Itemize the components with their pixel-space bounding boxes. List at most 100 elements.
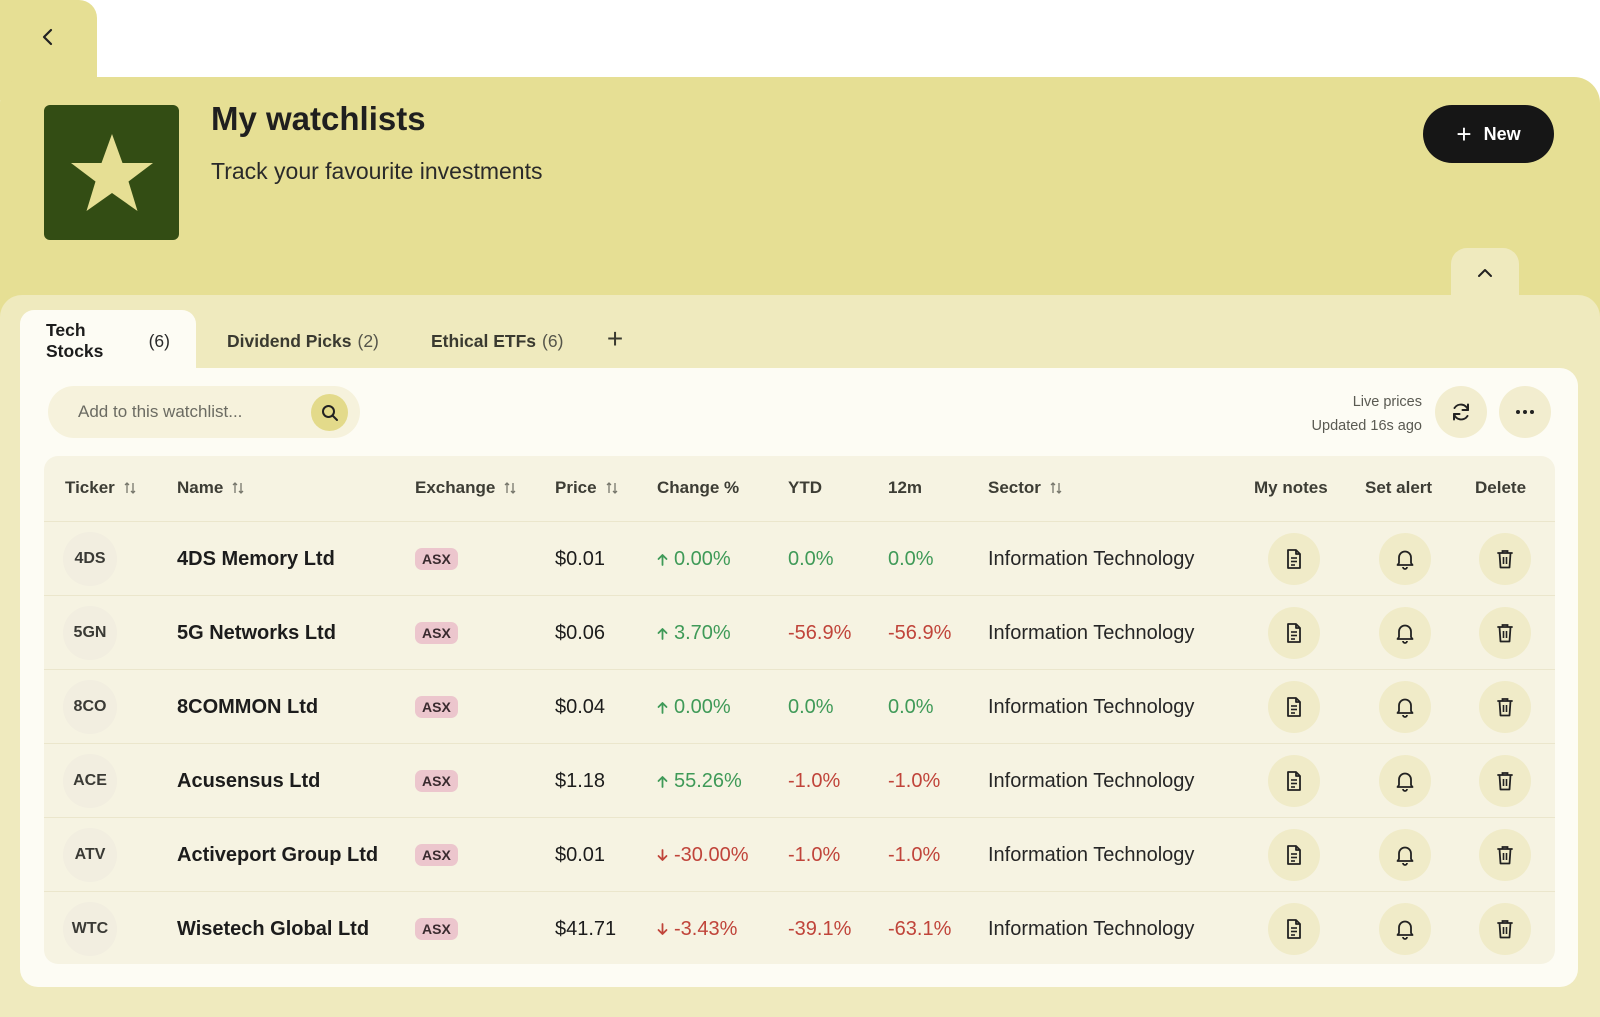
watchlist-search — [48, 386, 360, 438]
ticker-cell: 5GN — [63, 596, 117, 670]
add-watchlist-tab-button[interactable]: + — [606, 323, 624, 354]
exchange-badge: ASX — [415, 918, 458, 940]
sector-cell: Information Technology — [988, 621, 1195, 644]
column-header-sector[interactable]: Sector — [988, 478, 1062, 498]
column-header-price[interactable]: Price — [555, 478, 618, 498]
page-title: My watchlists — [211, 100, 426, 137]
tab-dividend-picks[interactable]: Dividend Picks (2) — [227, 310, 379, 372]
column-header-name[interactable]: Name — [177, 478, 244, 498]
12m-cell: 0.0% — [888, 547, 934, 570]
ticker-badge: 8CO — [63, 680, 117, 734]
tab-label: Ethical ETFs — [431, 330, 537, 351]
delete-button[interactable] — [1479, 533, 1531, 585]
delete-button[interactable] — [1479, 903, 1531, 955]
exchange-cell: ASX — [415, 744, 458, 818]
change-value: 55.26% — [674, 769, 742, 792]
notes-cell — [1268, 596, 1320, 670]
exchange-cell: ASX — [415, 670, 458, 744]
column-label: Sector — [988, 478, 1041, 497]
tab-ethical-etfs[interactable]: Ethical ETFs (6) — [431, 310, 563, 372]
refresh-icon — [1453, 403, 1469, 421]
notes-button[interactable] — [1268, 755, 1320, 807]
set-alert-button[interactable] — [1379, 829, 1431, 881]
tab-count: (6) — [542, 330, 564, 351]
stock-name[interactable]: Wisetech Global Ltd — [177, 917, 370, 940]
more-options-button[interactable] — [1499, 386, 1551, 438]
bell-icon — [1396, 772, 1414, 792]
sector-cell: Information Technology — [988, 547, 1195, 570]
column-label: Price — [555, 478, 597, 497]
column-header-ticker[interactable]: Ticker — [65, 478, 136, 498]
tab-tech-stocks[interactable]: Tech Stocks (6) — [20, 310, 196, 372]
column-header-delete: Delete — [1475, 478, 1526, 498]
notes-button[interactable] — [1268, 533, 1320, 585]
table-row[interactable]: 8CO 8COMMON Ltd ASX $0.04 0.00% 0.0% 0.0% Infor… — [44, 670, 1555, 744]
change-value: 3.70% — [674, 621, 731, 644]
sort-icon — [504, 482, 516, 494]
arrow-up-icon — [657, 775, 668, 788]
table-row[interactable]: ATV Activeport Group Ltd ASX $0.01 -30.00% -1… — [44, 818, 1555, 892]
live-prices-label: Live prices — [1352, 394, 1422, 410]
column-header-alert: Set alert — [1365, 478, 1432, 498]
back-button[interactable] — [30, 22, 66, 52]
table-row[interactable]: ACE Acusensus Ltd ASX $1.18 55.26% -1.0% -1.0%… — [44, 744, 1555, 818]
alert-cell — [1379, 670, 1431, 744]
notes-button[interactable] — [1268, 903, 1320, 955]
arrow-up-icon — [657, 627, 668, 640]
search-button[interactable] — [311, 394, 348, 431]
price-cell: $0.06 — [555, 621, 606, 644]
ticker-badge: 4DS — [63, 532, 117, 586]
stock-name[interactable]: Activeport Group Ltd — [177, 843, 379, 866]
set-alert-button[interactable] — [1379, 755, 1431, 807]
price-cell: $41.71 — [555, 917, 617, 940]
set-alert-button[interactable] — [1379, 533, 1431, 585]
set-alert-button[interactable] — [1379, 903, 1431, 955]
change-cell: -30.00% — [657, 818, 749, 892]
sort-icon — [232, 482, 244, 494]
table-row[interactable]: WTC Wisetech Global Ltd ASX $41.71 -3.43% -39… — [44, 892, 1555, 964]
delete-button[interactable] — [1479, 829, 1531, 881]
column-header-12m: 12m — [888, 478, 922, 498]
stock-name[interactable]: 8COMMON Ltd — [177, 695, 319, 718]
exchange-badge: ASX — [415, 844, 458, 866]
trash-icon — [1497, 624, 1513, 643]
trash-icon — [1497, 550, 1513, 569]
notes-button[interactable] — [1268, 829, 1320, 881]
column-label: Change % — [657, 478, 740, 497]
change-cell: 55.26% — [657, 744, 742, 818]
12m-cell: 0.0% — [888, 695, 934, 718]
stock-name[interactable]: Acusensus Ltd — [177, 769, 321, 792]
notes-cell — [1268, 522, 1320, 596]
notes-button[interactable] — [1268, 681, 1320, 733]
notes-button[interactable] — [1268, 607, 1320, 659]
alert-cell — [1379, 596, 1431, 670]
search-input[interactable] — [78, 402, 308, 422]
new-watchlist-button[interactable]: + New — [1423, 105, 1554, 163]
table-row[interactable]: 5GN 5G Networks Ltd ASX $0.06 3.70% -56.9% -56… — [44, 596, 1555, 670]
exchange-cell: ASX — [415, 818, 458, 892]
alert-cell — [1379, 818, 1431, 892]
new-button-label: New — [1483, 123, 1521, 144]
refresh-button[interactable] — [1435, 386, 1487, 438]
delete-button[interactable] — [1479, 607, 1531, 659]
notes-cell — [1268, 670, 1320, 744]
delete-button[interactable] — [1479, 681, 1531, 733]
chevron-left-icon — [42, 28, 53, 46]
column-label: YTD — [788, 478, 822, 497]
ticker-cell: ATV — [63, 818, 117, 892]
page-subtitle: Track your favourite investments — [211, 158, 543, 184]
stock-name[interactable]: 4DS Memory Ltd — [177, 547, 335, 570]
collapse-header-button[interactable] — [1451, 248, 1519, 298]
price-cell: $0.01 — [555, 843, 606, 866]
ytd-cell: 0.0% — [788, 547, 834, 570]
notes-icon — [1287, 623, 1301, 643]
set-alert-button[interactable] — [1379, 607, 1431, 659]
column-header-exchange[interactable]: Exchange — [415, 478, 516, 498]
stock-name[interactable]: 5G Networks Ltd — [177, 621, 336, 644]
arrow-down-icon — [657, 922, 668, 935]
column-label: 12m — [888, 478, 923, 497]
watchlist-logo — [44, 105, 179, 240]
delete-button[interactable] — [1479, 755, 1531, 807]
table-row[interactable]: 4DS 4DS Memory Ltd ASX $0.01 0.00% 0.0% 0.0% In… — [44, 522, 1555, 596]
set-alert-button[interactable] — [1379, 681, 1431, 733]
